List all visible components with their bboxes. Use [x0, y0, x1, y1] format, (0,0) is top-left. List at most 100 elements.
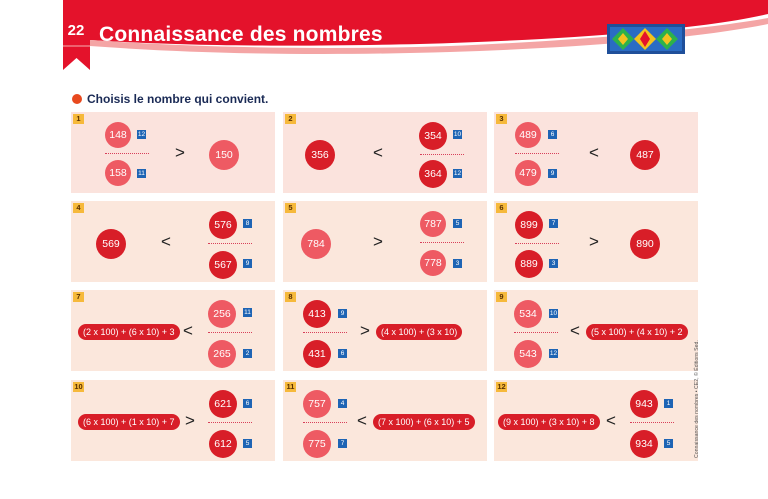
dotted-line — [208, 332, 252, 333]
badge-bottom: 6 — [338, 349, 347, 358]
number-bottom[interactable]: 479 — [515, 160, 541, 186]
number-bottom[interactable]: 612 — [209, 430, 237, 458]
comparison-sign: > — [175, 143, 185, 162]
badge-bottom: 11 — [137, 169, 146, 178]
number-bottom[interactable]: 778 — [420, 250, 446, 276]
badge-top: 6 — [548, 130, 557, 139]
comparison-sign: > — [360, 321, 370, 340]
dotted-line — [303, 332, 347, 333]
badge-top: 8 — [243, 219, 252, 228]
exercise-number: 11 — [285, 382, 296, 392]
comparison-sign: < — [589, 143, 599, 162]
number-top[interactable]: 757 — [303, 390, 331, 418]
number-left: 356 — [305, 140, 335, 170]
number-bottom[interactable]: 889 — [515, 250, 543, 278]
exercise-9: 9 534 10 543 12 < (5 x 100) + (4 x 10) +… — [494, 290, 698, 371]
number-bottom[interactable]: 364 — [419, 160, 447, 188]
exercise-8: 8 413 9 431 6 > (4 x 100) + (3 x 10) — [283, 290, 487, 371]
page-number: 22 — [67, 22, 85, 39]
number-top[interactable]: 621 — [209, 390, 237, 418]
badge-top: 10 — [453, 130, 462, 139]
exercise-2: 2 356 < 354 10 364 12 — [283, 112, 487, 193]
number-left: 784 — [301, 229, 331, 259]
exercise-5: 5 784 > 787 5 778 3 — [283, 201, 487, 282]
badge-bottom: 12 — [453, 169, 462, 178]
badge-top: 6 — [243, 399, 252, 408]
exercise-number: 2 — [285, 114, 296, 124]
exercise-number: 9 — [496, 292, 507, 302]
comparison-sign: > — [373, 232, 383, 251]
badge-bottom: 9 — [548, 169, 557, 178]
number-top[interactable]: 534 — [514, 300, 542, 328]
number-bottom[interactable]: 775 — [303, 430, 331, 458]
number-bottom[interactable]: 265 — [208, 340, 236, 368]
dotted-line — [515, 153, 559, 154]
exercise-number: 1 — [73, 114, 84, 124]
number-top[interactable]: 576 — [209, 211, 237, 239]
exercise-number: 5 — [285, 203, 296, 213]
badge-bottom: 12 — [549, 349, 558, 358]
number-top[interactable]: 148 — [105, 122, 131, 148]
copyright-text: Connaissance des nombres • CE2, © Éditio… — [693, 340, 700, 458]
number-bottom[interactable]: 431 — [303, 340, 331, 368]
exercise-4: 4 569 < 576 8 567 9 — [71, 201, 275, 282]
comparison-sign: < — [161, 232, 171, 251]
number-right: 150 — [209, 140, 239, 170]
dotted-line — [420, 154, 464, 155]
number-top[interactable]: 256 — [208, 300, 236, 328]
badge-bottom: 3 — [549, 259, 558, 268]
number-top[interactable]: 899 — [515, 211, 543, 239]
dotted-line — [208, 422, 252, 423]
number-top[interactable]: 413 — [303, 300, 331, 328]
number-bottom[interactable]: 567 — [209, 251, 237, 279]
badge-top: 7 — [549, 219, 558, 228]
exercise-3: 3 489 6 479 9 < 487 — [494, 112, 698, 193]
exercise-12: 12 (9 x 100) + (3 x 10) + 8 < 943 1 934 … — [494, 380, 698, 461]
copyright-note: Connaissance des nombres • CE2, © Éditio… — [693, 340, 700, 458]
comparison-sign: < — [570, 321, 580, 340]
number-right: 890 — [630, 229, 660, 259]
exercise-number: 6 — [496, 203, 507, 213]
badge-top: 12 — [137, 130, 146, 139]
dotted-line — [303, 422, 347, 423]
number-bottom[interactable]: 934 — [630, 430, 658, 458]
badge-top: 9 — [338, 309, 347, 318]
exercise-number: 8 — [285, 292, 296, 302]
expression-pill: (9 x 100) + (3 x 10) + 8 — [498, 414, 600, 430]
comparison-sign: < — [606, 411, 616, 430]
dotted-line — [105, 153, 149, 154]
expression-pill: (5 x 100) + (4 x 10) + 2 — [586, 324, 688, 340]
dotted-line — [208, 243, 252, 244]
comparison-sign: < — [357, 411, 367, 430]
exercise-11: 11 757 4 775 7 < (7 x 100) + (6 x 10) + … — [283, 380, 487, 461]
exercise-number: 7 — [73, 292, 84, 302]
badge-top: 4 — [338, 399, 347, 408]
number-left: 569 — [96, 229, 126, 259]
badge-top: 10 — [549, 309, 558, 318]
instruction-text: Choisis le nombre qui convient. — [87, 92, 269, 106]
expression-pill: (6 x 100) + (1 x 10) + 7 — [78, 414, 180, 430]
number-top[interactable]: 354 — [419, 122, 447, 150]
dotted-line — [514, 332, 558, 333]
badge-bottom: 3 — [453, 259, 462, 268]
expression-pill: (2 x 100) + (6 x 10) + 3 — [78, 324, 180, 340]
number-top[interactable]: 489 — [515, 122, 541, 148]
badge-bottom: 7 — [338, 439, 347, 448]
exercise-number: 12 — [496, 382, 507, 392]
number-bottom[interactable]: 543 — [514, 340, 542, 368]
badge-bottom: 5 — [664, 439, 673, 448]
exercise-7: 7 (2 x 100) + (6 x 10) + 3 < 256 11 265 … — [71, 290, 275, 371]
expression-pill: (4 x 100) + (3 x 10) — [376, 324, 463, 340]
dotted-line — [630, 422, 674, 423]
page-title: Connaissance des nombres — [99, 23, 383, 46]
number-bottom[interactable]: 158 — [105, 160, 131, 186]
badge-top: 1 — [664, 399, 673, 408]
badge-top: 11 — [243, 308, 252, 317]
number-top[interactable]: 787 — [420, 211, 446, 237]
bullet-icon — [72, 94, 82, 104]
comparison-sign: > — [185, 411, 195, 430]
exercise-number: 3 — [496, 114, 507, 124]
dotted-line — [515, 243, 559, 244]
mosaic-logo-icon — [607, 24, 685, 54]
number-top[interactable]: 943 — [630, 390, 658, 418]
